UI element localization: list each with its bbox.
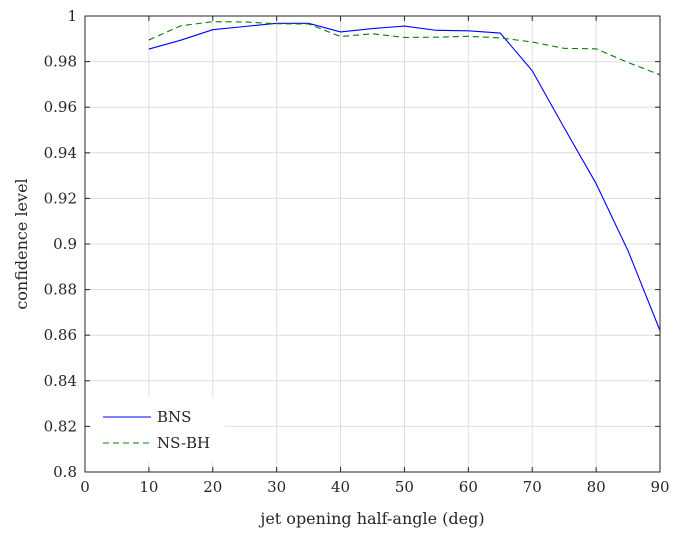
y-tick-label: 0.9 (53, 235, 77, 253)
y-tick-label: 0.98 (44, 53, 77, 71)
series-line-ns-bh (148, 21, 661, 76)
series-line-bns (148, 22, 661, 331)
x-tick-label: 70 (523, 478, 542, 496)
x-tick-label: 50 (395, 478, 414, 496)
x-tick-label: 80 (587, 478, 606, 496)
y-axis-label: confidence level (12, 178, 31, 309)
legend-label: BNS (157, 408, 191, 426)
legend-label: NS-BH (157, 434, 210, 452)
y-tick-label: 0.84 (44, 372, 77, 390)
x-tick-label: 0 (80, 478, 90, 496)
y-tick-label: 0.88 (44, 281, 77, 299)
x-tick-label: 40 (331, 478, 350, 496)
y-tick-label: 0.82 (44, 417, 77, 435)
x-tick-label: 20 (203, 478, 222, 496)
legend-box (91, 398, 225, 462)
x-tick-label: 30 (267, 478, 286, 496)
x-tick-label: 90 (650, 478, 669, 496)
y-tick-label: 1 (67, 7, 77, 25)
x-axis-label: jet opening half-angle (deg) (258, 509, 484, 528)
y-tick-label: 0.94 (44, 144, 77, 162)
y-tick-label: 0.8 (53, 463, 77, 481)
x-tick-label: 10 (139, 478, 158, 496)
x-tick-label: 60 (459, 478, 478, 496)
y-tick-label: 0.86 (44, 326, 77, 344)
y-tick-label: 0.96 (44, 98, 77, 116)
y-tick-label: 0.92 (44, 189, 77, 207)
